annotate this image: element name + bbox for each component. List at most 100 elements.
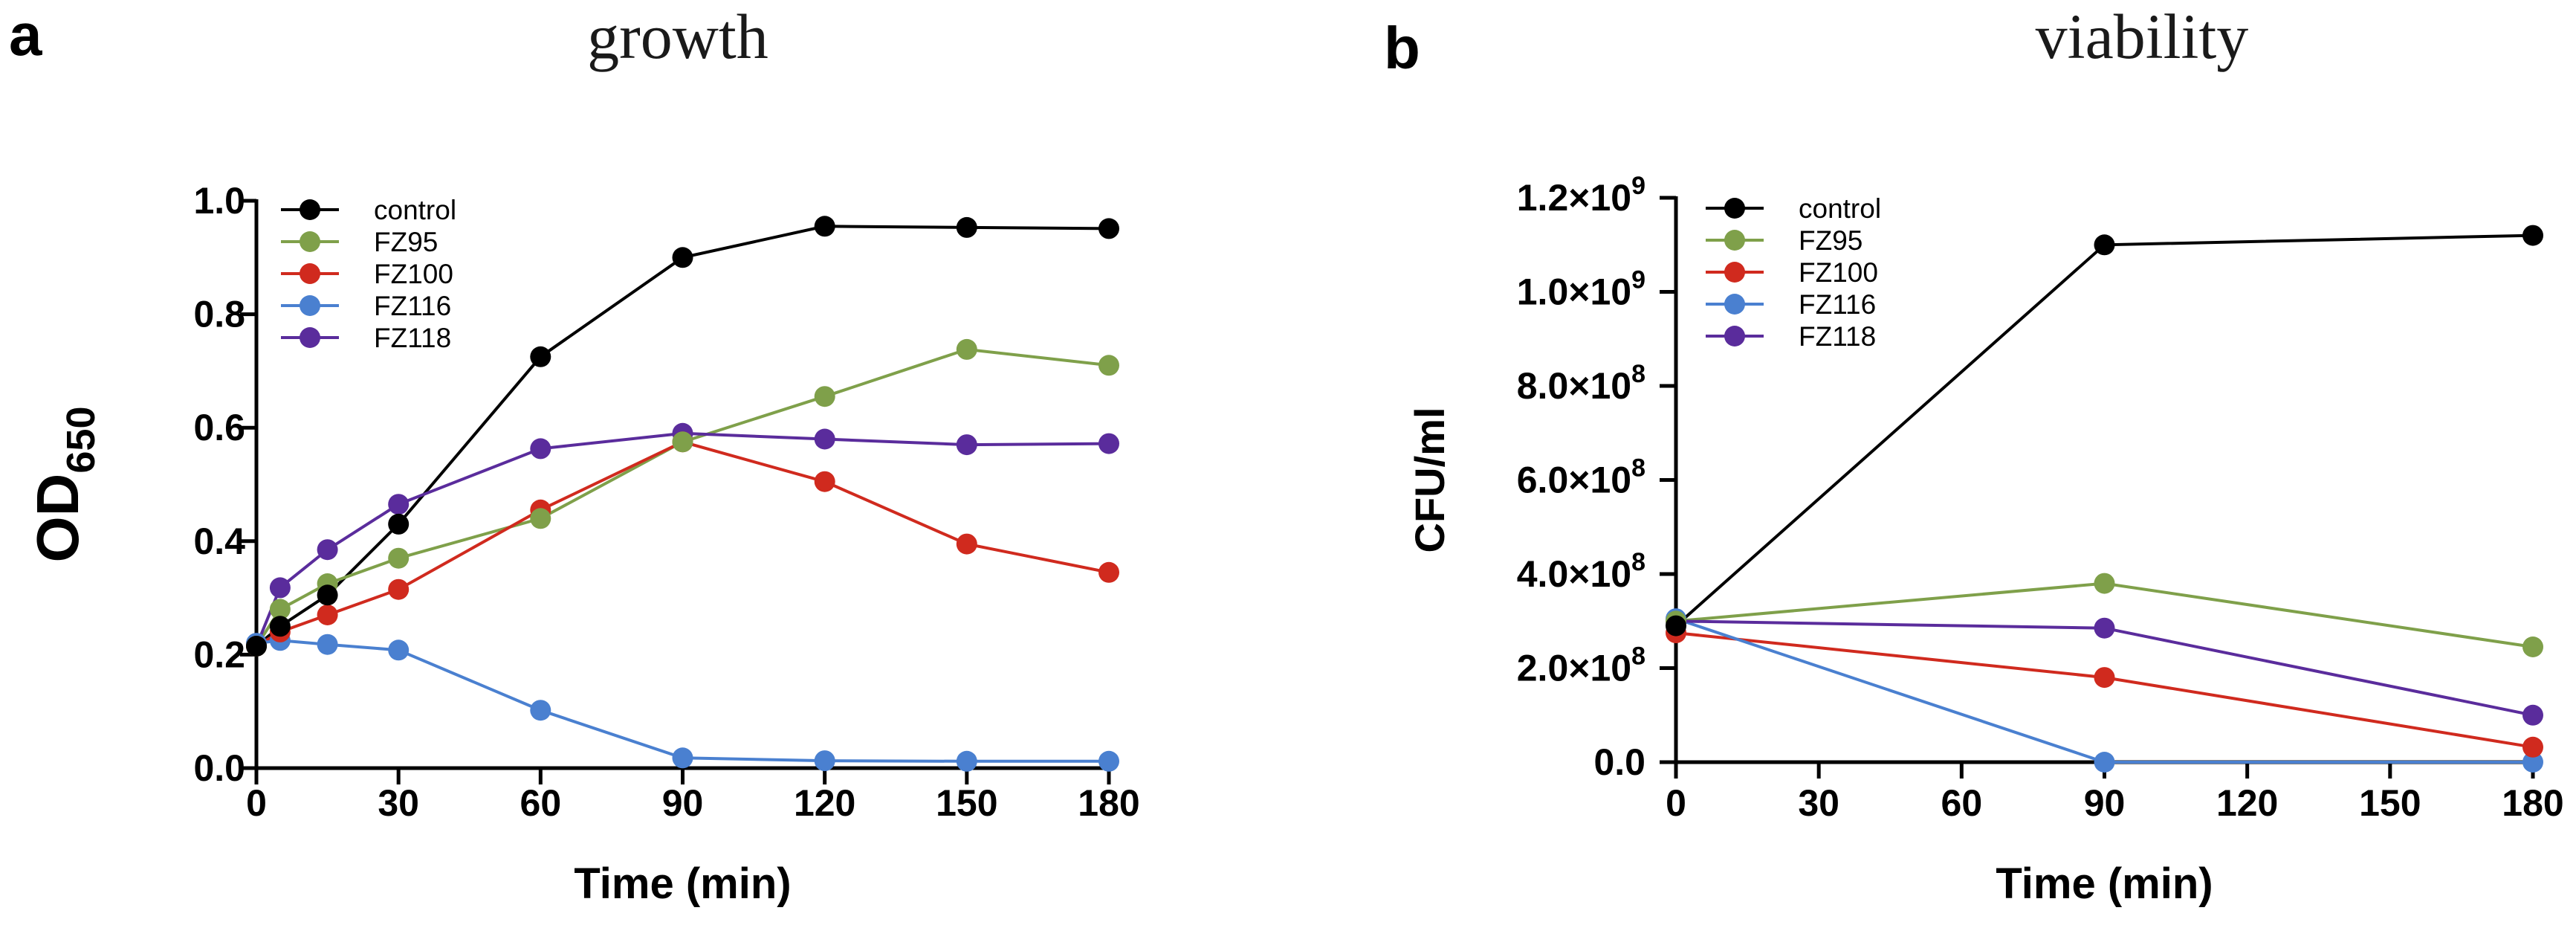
data-point-fz95 bbox=[388, 547, 410, 569]
data-point-control bbox=[1666, 615, 1686, 636]
data-point-fz95 bbox=[672, 431, 693, 453]
data-point-fz118 bbox=[269, 577, 291, 599]
legend-label-fz95: FZ95 bbox=[1799, 225, 1863, 256]
x-tick-label-growth: 30 bbox=[378, 782, 419, 824]
x-tick-label-viability: 60 bbox=[1941, 782, 1983, 824]
data-point-fz100 bbox=[814, 471, 835, 492]
data-point-fz118 bbox=[2522, 704, 2543, 726]
data-point-fz100 bbox=[2522, 736, 2543, 758]
y-tick-label-exponent: 8 bbox=[1631, 454, 1645, 483]
y-tick-label-base: 6.0×10 bbox=[1517, 460, 1631, 501]
legend-label-fz118: FZ118 bbox=[1799, 321, 1876, 352]
data-point-fz116 bbox=[1098, 750, 1119, 772]
y-tick-label-base: 0.0 bbox=[1593, 741, 1645, 783]
y-tick-label-growth: 0.4 bbox=[193, 520, 245, 562]
legend-marker-fz118 bbox=[300, 327, 320, 348]
data-point-control bbox=[2522, 225, 2543, 246]
legend-label-fz100: FZ100 bbox=[374, 259, 453, 289]
legend-marker-fz116 bbox=[1724, 294, 1745, 315]
y-tick-label-base: 8.0×10 bbox=[1517, 365, 1631, 407]
x-tick-label-viability: 30 bbox=[1798, 782, 1839, 824]
data-point-fz95 bbox=[814, 386, 835, 407]
panel-letter-a: a bbox=[9, 1, 42, 68]
y-axis-title-main: OD bbox=[25, 474, 91, 563]
y-tick-label-growth: 0.0 bbox=[193, 747, 245, 789]
data-point-fz116 bbox=[317, 634, 338, 655]
y-tick-label-growth: 0.8 bbox=[193, 294, 245, 335]
data-point-control bbox=[956, 216, 977, 238]
data-point-control bbox=[2094, 234, 2115, 256]
x-tick-label-viability: 90 bbox=[2084, 782, 2126, 824]
y-tick-label-exponent: 8 bbox=[1631, 360, 1645, 388]
legend-marker-control bbox=[300, 199, 320, 220]
legend-marker-control bbox=[1724, 198, 1745, 219]
data-point-control bbox=[317, 584, 338, 606]
series-line-fz100 bbox=[255, 440, 1110, 648]
y-axis-title-growth: OD650 bbox=[25, 406, 103, 562]
y-tick-label-growth: 0.2 bbox=[193, 634, 245, 675]
x-axis-title-viability: Time (min) bbox=[1996, 860, 2213, 908]
x-tick-label-growth: 90 bbox=[662, 782, 704, 824]
panel-viability: b viability 0 30 60 90 120 150 1800.02.0×1084.… bbox=[1384, 1, 2564, 908]
y-axis-title-subscript: 650 bbox=[59, 406, 103, 473]
series-line-fz95 bbox=[255, 347, 1110, 648]
y-tick-label-base: 1.2×10 bbox=[1517, 177, 1631, 219]
x-tick-label-growth: 0 bbox=[246, 782, 267, 824]
legend-label-control: control bbox=[1799, 193, 1881, 224]
data-point-fz95 bbox=[956, 338, 977, 360]
data-point-fz118 bbox=[388, 494, 410, 515]
y-tick-label-viability: 1.0×109 bbox=[1517, 266, 1645, 313]
legend-marker-fz95 bbox=[1724, 230, 1745, 251]
data-point-control bbox=[672, 247, 693, 268]
y-tick-label-viability: 0.0 bbox=[1593, 741, 1645, 783]
y-axis-title-viability: CFU/ml bbox=[1406, 407, 1453, 553]
panel-letter-b: b bbox=[1384, 15, 1420, 81]
data-point-fz118 bbox=[956, 434, 977, 456]
data-point-fz95 bbox=[2522, 636, 2543, 657]
y-tick-label-growth: 1.0 bbox=[193, 180, 245, 222]
data-point-fz116 bbox=[2094, 752, 2115, 773]
y-tick-label-viability: 2.0×108 bbox=[1517, 642, 1645, 689]
data-point-fz100 bbox=[1098, 561, 1119, 583]
y-tick-label-viability: 6.0×108 bbox=[1517, 454, 1645, 501]
data-point-fz118 bbox=[1098, 433, 1119, 454]
legend-marker-fz95 bbox=[300, 231, 320, 252]
y-tick-label-viability: 1.2×109 bbox=[1517, 172, 1645, 219]
data-point-fz116 bbox=[672, 747, 693, 769]
data-point-fz116 bbox=[530, 700, 551, 721]
y-tick-label-growth: 0.6 bbox=[193, 407, 245, 448]
x-tick-label-growth: 60 bbox=[520, 782, 562, 824]
x-tick-label-growth: 180 bbox=[1078, 782, 1139, 824]
y-tick-label-viability: 8.0×108 bbox=[1517, 360, 1645, 407]
legend-label-fz116: FZ116 bbox=[374, 291, 451, 321]
y-tick-label-exponent: 8 bbox=[1631, 642, 1645, 671]
legend-marker-fz100 bbox=[300, 263, 320, 284]
x-tick-label-viability: 180 bbox=[2502, 782, 2563, 824]
legend-label-fz100: FZ100 bbox=[1799, 257, 1878, 288]
data-point-fz118 bbox=[2094, 617, 2115, 639]
data-point-fz95 bbox=[1098, 355, 1119, 376]
y-tick-label-exponent: 9 bbox=[1631, 266, 1645, 294]
x-tick-label-viability: 0 bbox=[1666, 782, 1686, 824]
data-point-fz118 bbox=[530, 438, 551, 460]
x-axis-title-growth: Time (min) bbox=[574, 860, 791, 908]
data-point-control bbox=[388, 513, 410, 535]
y-tick-label-viability: 4.0×108 bbox=[1517, 548, 1645, 595]
data-point-control bbox=[530, 346, 551, 367]
legend-marker-fz118 bbox=[1724, 326, 1745, 347]
data-point-fz100 bbox=[388, 578, 410, 600]
y-tick-label-base: 1.0×10 bbox=[1517, 271, 1631, 313]
panel-growth: a growth 0 30 60 90 120 150 180 0.0 0.2 0.4 0.6 0.8… bbox=[9, 1, 1140, 908]
y-tick-label-base: 2.0×10 bbox=[1517, 648, 1631, 689]
data-point-fz116 bbox=[814, 750, 835, 772]
series-line-fz116 bbox=[256, 639, 1109, 763]
x-tick-label-viability: 150 bbox=[2359, 782, 2421, 824]
data-point-fz116 bbox=[388, 639, 410, 661]
data-point-control bbox=[269, 616, 291, 637]
legend-marker-fz100 bbox=[1724, 262, 1745, 283]
legend-label-fz95: FZ95 bbox=[374, 227, 438, 257]
chart-title-growth: growth bbox=[587, 1, 768, 72]
